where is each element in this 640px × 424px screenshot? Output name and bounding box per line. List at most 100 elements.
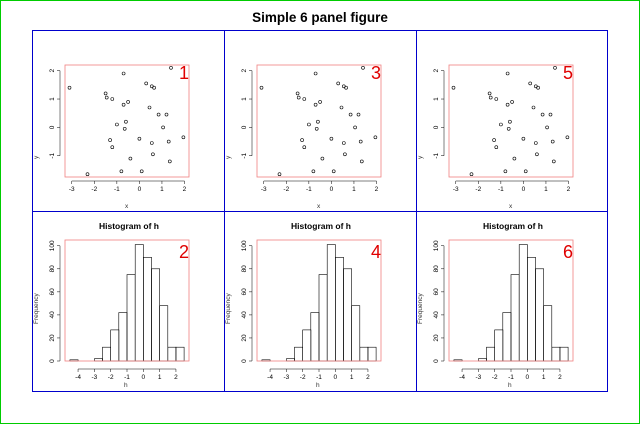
histogram-bar (310, 312, 320, 362)
y-tick-label: -1 (433, 152, 440, 158)
panel-number: 6 (563, 242, 574, 262)
plot-frame (256, 64, 382, 178)
x-axis-label: h (124, 382, 128, 389)
data-point (318, 100, 322, 104)
y-tick-label: 80 (241, 265, 248, 273)
y-tick-label: 20 (49, 334, 56, 342)
data-point (314, 127, 319, 131)
scatter-plot: -3 -2 -1 0 1 2 -1 0 1 2 (241, 64, 382, 193)
panel-title: Histogram of h (99, 221, 159, 231)
y-tick-label: 1 (49, 97, 56, 101)
y-tick-label: -1 (49, 152, 56, 158)
figure-title: Simple 6 panel figure (252, 10, 388, 25)
x-tick-label: -1 (508, 374, 514, 381)
y-tick-label: 60 (433, 288, 440, 296)
y-axis-label: y (33, 155, 40, 159)
x-tick-label: 0 (334, 374, 338, 381)
y-tick-label: 0 (433, 359, 440, 363)
data-point (488, 95, 493, 100)
data-point (361, 65, 365, 70)
histogram-bar (151, 268, 160, 362)
data-point (320, 156, 325, 161)
data-point (122, 127, 127, 131)
data-point (499, 122, 503, 127)
x-tick-label: 0 (522, 186, 526, 193)
data-point (503, 169, 508, 174)
scatter-panel-1: -3 -2 -1 0 1 2 -1 0 1 2 1 x y (33, 31, 225, 212)
y-tick-label: 40 (49, 311, 56, 319)
plot-frame (64, 64, 190, 178)
data-point (302, 97, 307, 101)
y-tick-label: 2 (433, 68, 440, 72)
histogram-bar (294, 346, 303, 362)
data-point (360, 159, 364, 164)
y-tick-label: 2 (49, 68, 56, 72)
plot-frame (64, 239, 190, 362)
x-tick-label: -4 (267, 374, 273, 381)
panel-title: Histogram of h (291, 221, 351, 231)
data-point (166, 139, 171, 144)
x-tick-label: -2 (475, 186, 481, 193)
data-point (552, 159, 556, 164)
data-point (550, 139, 555, 144)
data-point (307, 122, 311, 127)
histogram-bar (102, 346, 111, 362)
x-tick-label: 2 (558, 374, 562, 381)
histogram-bar (518, 244, 528, 362)
histogram-bar (110, 329, 120, 362)
y-tick-label: 0 (49, 125, 56, 129)
y-tick-label: 1 (241, 97, 248, 101)
y-tick-label: 40 (241, 311, 248, 319)
data-point (494, 145, 499, 149)
y-tick-label: 60 (49, 288, 56, 296)
x-tick-label: -3 (475, 374, 481, 381)
x-tick-label: 2 (375, 186, 379, 193)
data-point (331, 169, 336, 174)
data-point (164, 112, 169, 117)
data-point (508, 119, 512, 124)
data-point (121, 71, 126, 76)
x-tick-label: -2 (283, 186, 289, 193)
histogram-panel-2: -4 -3 -2 -1 0 1 2 0 20 40 60 80 100 Histogram of h 2… (33, 212, 225, 393)
scatter-panel-5: -3 -2 -1 0 1 2 -1 0 1 2 5 x y (417, 31, 609, 212)
histogram-bar (126, 274, 136, 362)
data-point (553, 65, 557, 70)
data-point (161, 125, 165, 130)
data-point (353, 125, 357, 130)
histogram-bar (167, 346, 177, 362)
data-point (339, 105, 344, 110)
x-tick-label: -4 (459, 374, 465, 381)
x-tick-label: -1 (114, 186, 120, 193)
x-tick-label: -1 (498, 186, 504, 193)
data-point (104, 95, 109, 100)
grid-divider (32, 211, 608, 212)
histogram-bar (118, 312, 128, 362)
x-tick-label: -3 (453, 186, 459, 193)
data-point (147, 105, 152, 110)
scatter-panel-3: -3 -2 -1 0 1 2 -1 0 1 2 3 x y (225, 31, 417, 212)
data-point (523, 169, 528, 174)
data-point (505, 102, 510, 107)
x-tick-label: 0 (330, 186, 334, 193)
data-point (121, 102, 126, 107)
y-tick-label: 0 (241, 125, 248, 129)
x-axis-label: h (508, 382, 512, 389)
histogram-bar (543, 305, 553, 362)
data-point (512, 156, 517, 161)
histogram-bar (551, 346, 561, 362)
data-point (548, 112, 553, 117)
data-point (528, 81, 532, 86)
data-point (492, 138, 496, 142)
data-point (181, 135, 186, 140)
data-point (316, 119, 320, 124)
data-point (168, 159, 172, 164)
data-point (300, 138, 304, 142)
x-tick-label: -2 (300, 374, 306, 381)
data-point (110, 97, 115, 101)
histogram-bar (159, 305, 169, 362)
x-tick-label: 1 (542, 374, 546, 381)
x-tick-label: 1 (160, 186, 164, 193)
data-point (152, 85, 156, 90)
data-point (531, 105, 536, 110)
